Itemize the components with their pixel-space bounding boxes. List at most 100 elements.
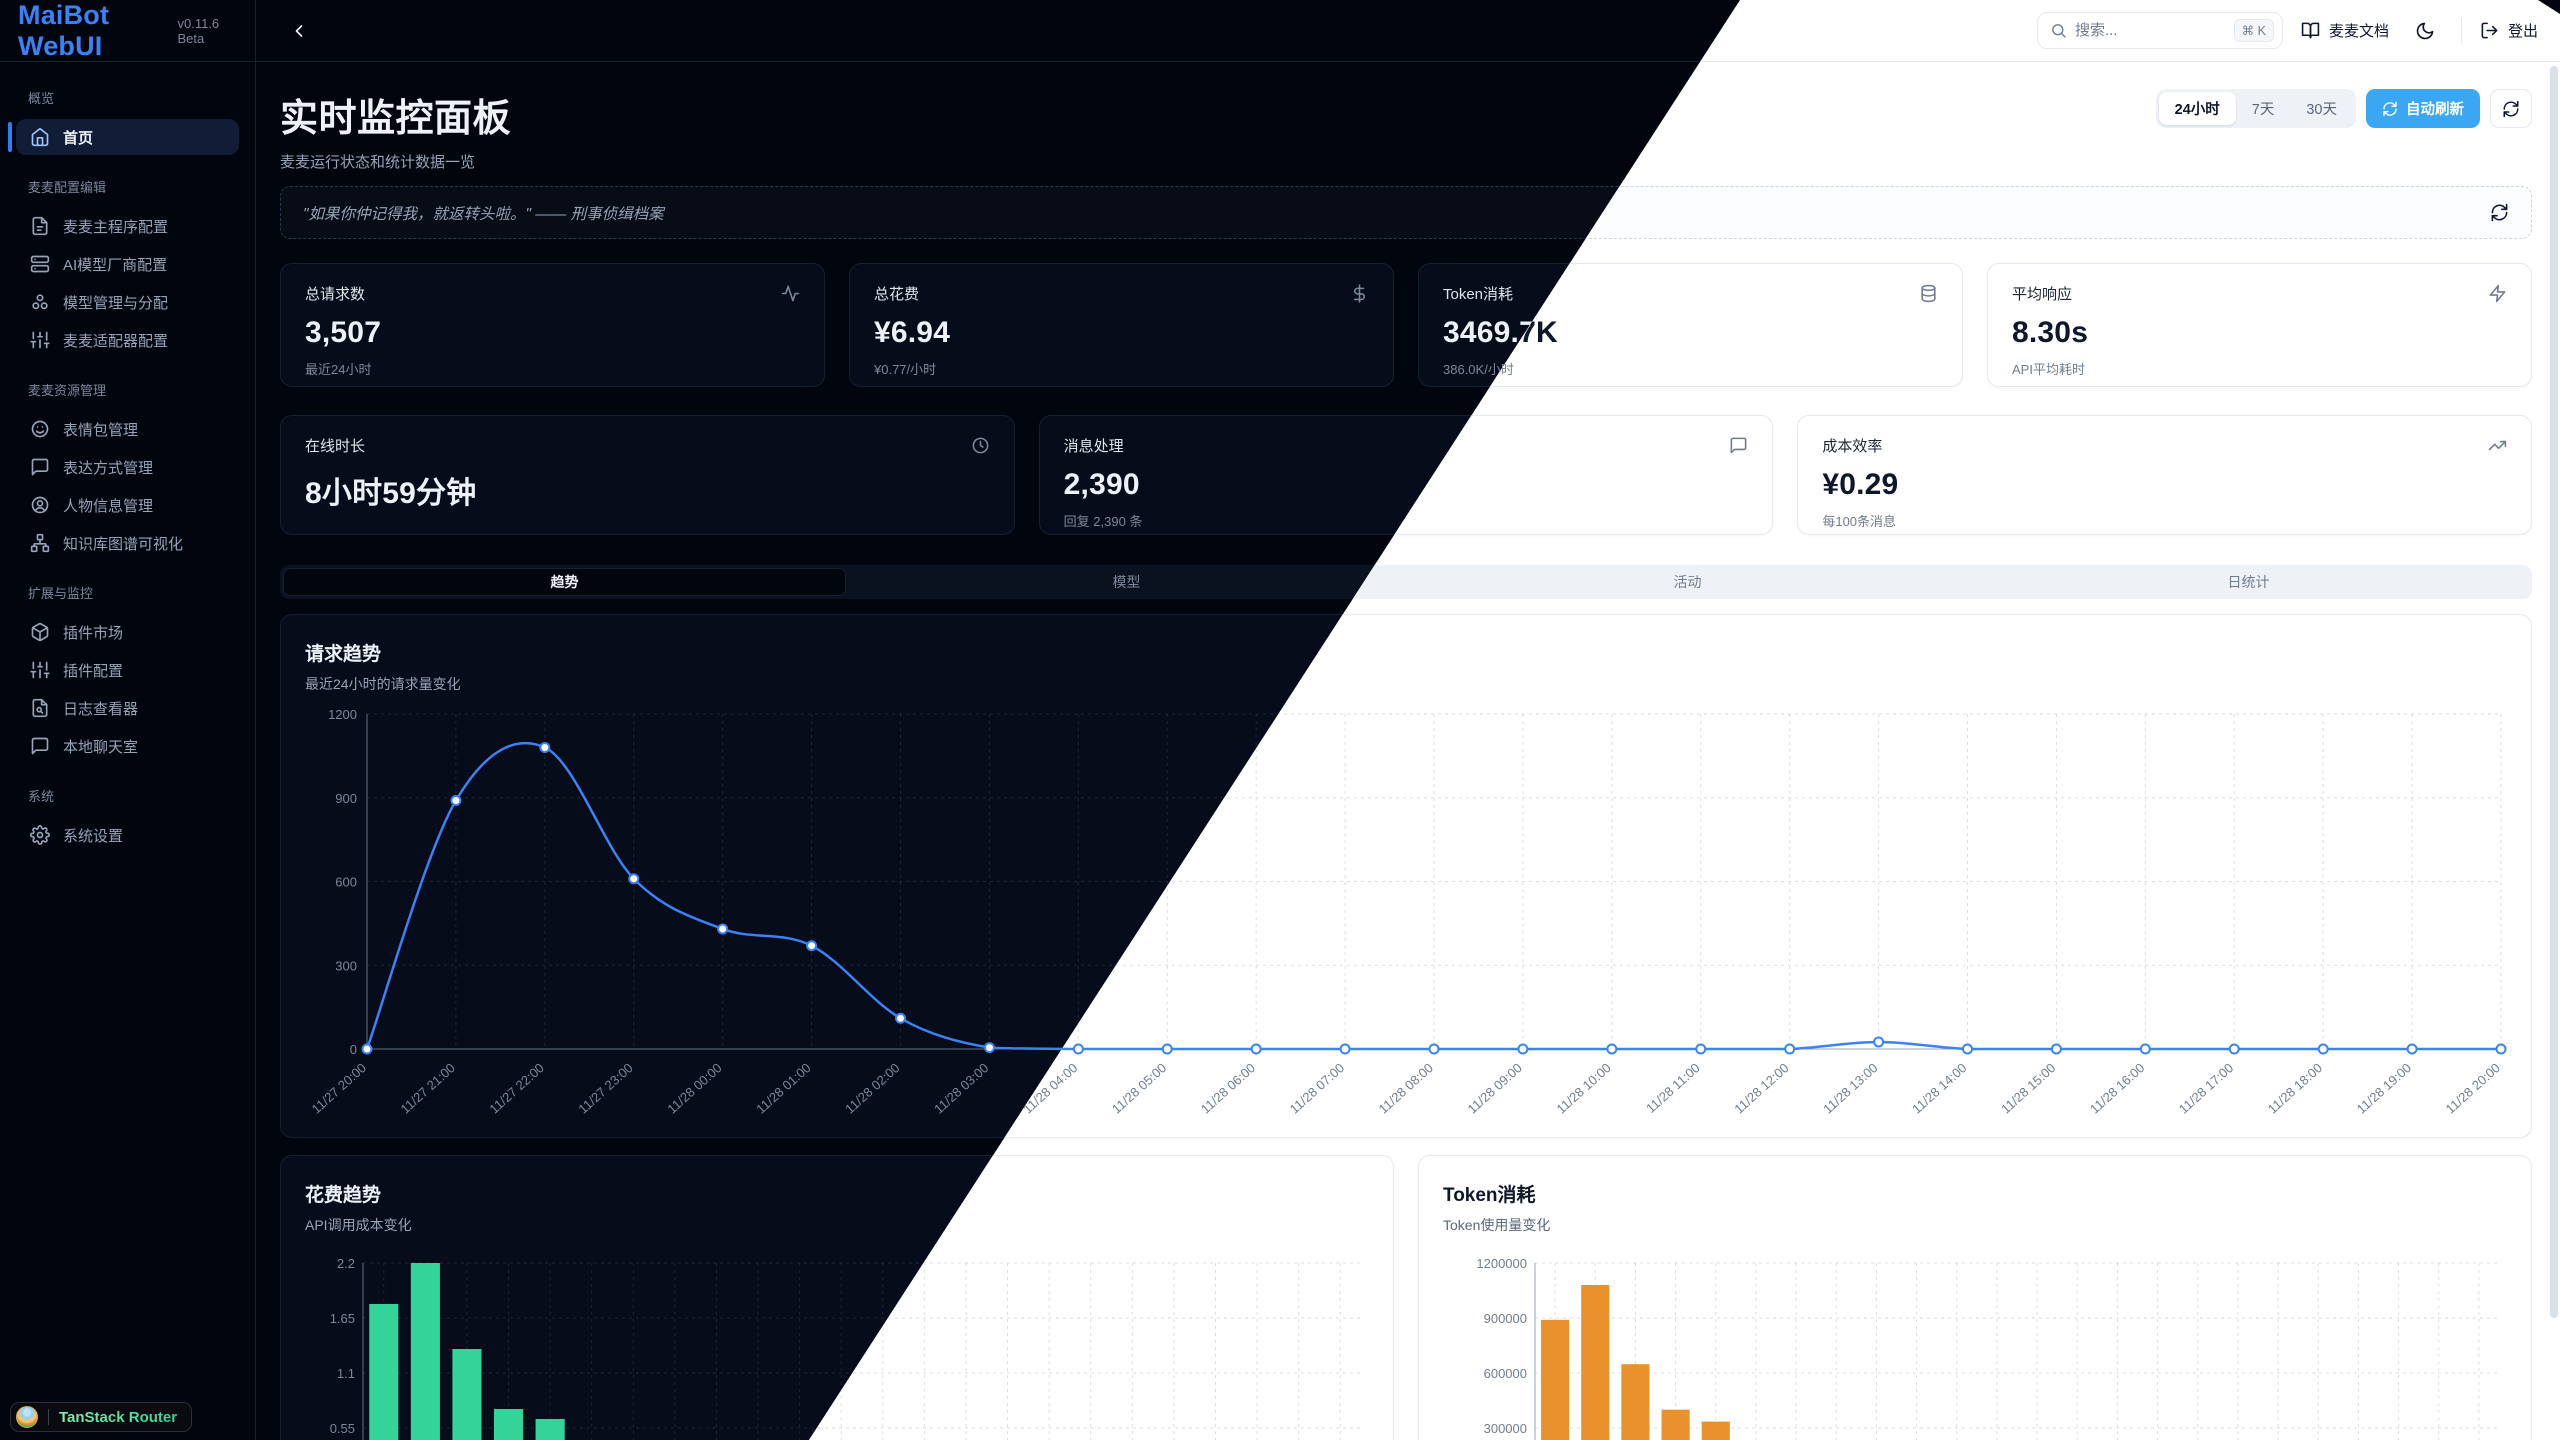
user-circle-icon [30,495,50,515]
quote-text: "如果你仲记得我，就返转头啦。" —— 刑事侦缉档案 [303,205,664,223]
range-30d-button[interactable]: 30天 [2306,102,2337,118]
sidebar-item-plugin-config[interactable]: 插件配置 [16,652,239,688]
sidebar-item-provider-config[interactable]: AI模型厂商配置 [16,246,239,282]
sidebar-item-knowledge-graph[interactable]: 知识库图谱可视化 [16,525,239,561]
stat-card-online-time: 在线时长 8小时59分钟 [280,415,1015,535]
svg-text:1200: 1200 [328,708,357,722]
sidebar-nav: 概览 首页 麦麦配置编辑 麦麦主程序配置 AI模型厂商配置 [0,62,255,863]
svg-text:11/28 12:00: 11/28 12:00 [1731,1060,1791,1116]
logout-label: 登出 [2507,23,2538,40]
sidebar-item-label: AI模型厂商配置 [63,256,168,274]
chart-subtitle: 最近24小时的请求量变化 [305,676,461,692]
logout-button[interactable]: 登出 [2480,20,2538,41]
sidebar-item-log-viewer[interactable]: 日志查看器 [16,690,239,726]
svg-text:11/28 20:00: 11/28 20:00 [2443,1060,2503,1116]
manual-refresh-button[interactable] [2490,89,2532,128]
page-title: 实时监控面板 [280,98,512,140]
stat-title: 总花费 [874,286,920,303]
search-box[interactable]: ⌘ K [2036,12,2283,49]
svg-text:11/28 15:00: 11/28 15:00 [1998,1060,2058,1116]
app-logo: MaiBot WebUI v0.11.6 Beta [0,0,255,62]
zap-icon [2488,284,2507,303]
stats-row-1: 总请求数 3,507 最近24小时 总花费 ¥6.94 ¥0.77/小时 [280,263,2532,387]
svg-text:2.2: 2.2 [337,1256,355,1271]
range-24h-button[interactable]: 24小时 [2158,92,2236,125]
stat-value: ¥6.94 [874,316,951,349]
app-version: v0.11.6 Beta [177,15,220,46]
tanstack-badge-label: TanStack Router [59,1408,178,1426]
chart-subtitle: Token使用量变化 [1443,1217,1551,1233]
sidebar-item-local-chat[interactable]: 本地聊天室 [16,728,239,764]
sidebar-item-label: 模型管理与分配 [63,294,169,312]
tab-daily-stats[interactable]: 日统计 [2227,574,2270,590]
bar-chart-svg: 300000 600000 900000 1200000 [1476,1256,2499,1440]
svg-text:11/28 16:00: 11/28 16:00 [2087,1060,2147,1116]
theme-toggle-button[interactable] [2407,13,2443,49]
stat-card-token-usage: Token消耗 3469.7K 386.0K/小时 [1418,263,1963,387]
auto-refresh-label: 自动刷新 [2406,102,2464,118]
stat-card-total-cost: 总花费 ¥6.94 ¥0.77/小时 [849,263,1394,387]
vertical-scrollbar[interactable] [2550,66,2558,1318]
stat-card-total-requests: 总请求数 3,507 最近24小时 [280,263,825,387]
chevron-left-icon [295,24,303,37]
stat-value: 2,390 [1063,468,1140,501]
nav-section-config: 麦麦配置编辑 [28,180,107,195]
sidebar-item-adapter-config[interactable]: 麦麦适配器配置 [16,322,239,358]
svg-text:11/27 22:00: 11/27 22:00 [486,1060,546,1116]
docs-link[interactable]: 麦麦文档 [2301,20,2389,41]
header-divider [2460,17,2462,44]
request-trend-chart: 0 300 600 900 1200 11/27 20:00 11/27 21:00 11/2… [305,707,2507,1143]
stat-sub: 最近24小时 [305,362,372,377]
stat-title: 成本效率 [1822,438,1883,455]
svg-text:900: 900 [335,791,357,806]
sidebar-item-home[interactable]: 首页 [8,119,239,155]
svg-text:600000: 600000 [1484,1366,1527,1381]
sidebar-item-person-info[interactable]: 人物信息管理 [16,487,239,523]
clock-icon [971,436,990,455]
package-icon [30,622,50,642]
tab-models[interactable]: 模型 [1112,574,1141,590]
svg-text:11/28 06:00: 11/28 06:00 [1198,1060,1258,1116]
stat-sub: 回复 2,390 条 [1063,514,1143,529]
sidebar-item-emoji-manage[interactable]: 表情包管理 [16,411,239,447]
sidebar-collapse-button[interactable] [282,14,316,48]
search-input[interactable] [2074,22,2226,39]
svg-text:11/28 05:00: 11/28 05:00 [1109,1060,1169,1116]
nav-section-system: 系统 [28,789,55,804]
request-trend-card: 请求趋势 最近24小时的请求量变化 0 300 600 900 1200 11/27 20… [280,614,2532,1138]
nav-section-extensions: 扩展与监控 [28,586,94,601]
stat-sub: API平均耗时 [2012,362,2085,377]
svg-text:11/28 17:00: 11/28 17:00 [2176,1060,2236,1116]
gear-icon [30,825,50,845]
sidebar-item-main-config[interactable]: 麦麦主程序配置 [16,208,239,244]
cluster-icon [30,292,50,312]
tanstack-router-badge[interactable]: TanStack Router [10,1402,193,1432]
chart-title: 请求趋势 [305,644,382,665]
svg-text:11/27 21:00: 11/27 21:00 [398,1060,458,1116]
sidebar-item-plugin-market[interactable]: 插件市场 [16,614,239,650]
quote-refresh-icon[interactable] [2490,203,2509,222]
stat-sub: 386.0K/小时 [1443,362,1514,377]
auto-refresh-button[interactable]: 自动刷新 [2366,89,2480,128]
svg-text:0: 0 [350,1042,357,1057]
svg-text:11/28 04:00: 11/28 04:00 [1020,1060,1080,1116]
search-shortcut-chip: ⌘ K [2233,19,2274,42]
tab-trends[interactable]: 趋势 [283,568,846,596]
range-7d-button[interactable]: 7天 [2251,102,2275,118]
stat-sub: 每100条消息 [1822,514,1897,529]
sidebar-item-system-settings[interactable]: 系统设置 [16,817,239,853]
sidebar-item-label: 表情包管理 [63,421,139,439]
tab-activity[interactable]: 活动 [1673,574,1702,590]
sidebar: MaiBot WebUI v0.11.6 Beta 概览 首页 麦麦配置编辑 麦… [0,0,256,1440]
sidebar-item-model-manage[interactable]: 模型管理与分配 [16,284,239,320]
stat-value: ¥0.29 [1822,468,1899,501]
dashboard-tabs: 趋势 模型 活动 日统计 [280,565,2532,599]
stat-card-messages: 消息处理 2,390 回复 2,390 条 [1038,415,1774,535]
sidebar-item-expression-manage[interactable]: 表达方式管理 [16,449,239,485]
quote-banner: "如果你仲记得我，就返转头啦。" —— 刑事侦缉档案 [280,186,2532,239]
smile-icon [30,419,50,439]
network-icon [30,533,50,553]
svg-text:11/27 23:00: 11/27 23:00 [575,1060,635,1116]
